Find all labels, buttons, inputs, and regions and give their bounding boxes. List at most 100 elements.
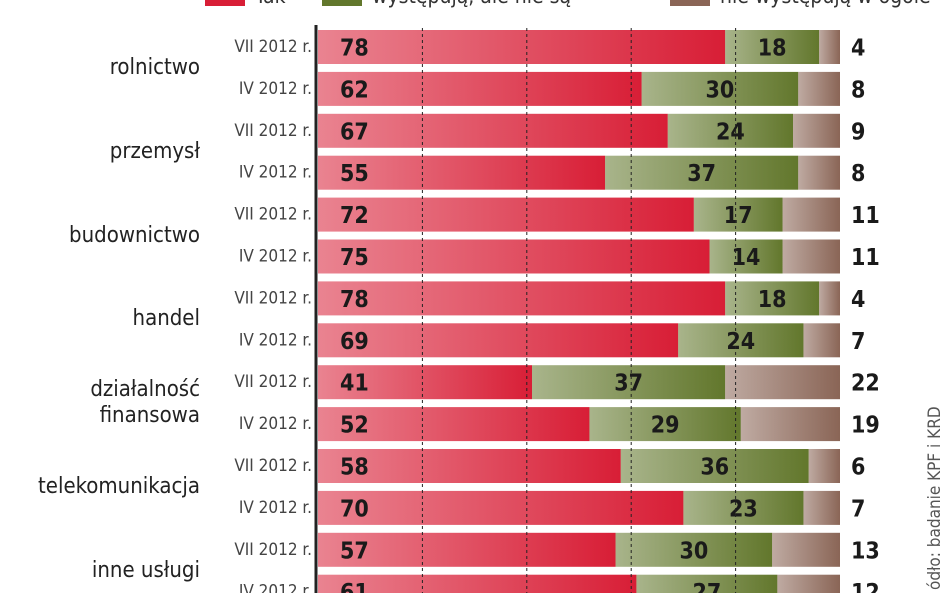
period-label: IV 2012 r.: [239, 498, 312, 518]
bar-segment: [318, 71, 642, 106]
value-label: 4: [851, 287, 865, 313]
bar-segment: [318, 155, 606, 190]
period-label: VII 2012 r.: [234, 121, 312, 141]
value-label: 30: [706, 77, 735, 103]
value-label: 22: [851, 371, 880, 397]
legend-swatch: [322, 0, 362, 6]
value-label: 9: [851, 119, 865, 145]
bar-segment: [318, 532, 616, 567]
value-label: 24: [726, 329, 755, 355]
legend-label: Tak: [254, 0, 286, 8]
bar-segment: [318, 197, 694, 232]
bar-segment: [589, 407, 741, 442]
value-label: 12: [851, 580, 880, 593]
value-label: 75: [340, 245, 369, 271]
bar-segment: [636, 574, 778, 593]
value-label: 11: [851, 245, 880, 271]
value-label: 19: [851, 413, 880, 439]
value-label: 67: [340, 119, 369, 145]
group-label: budownictwo: [69, 222, 200, 248]
bar-segment: [318, 281, 726, 316]
value-label: 52: [340, 413, 369, 439]
value-label: 14: [732, 245, 761, 271]
value-label: 18: [758, 36, 787, 62]
group-label: telekomunikacja: [38, 473, 200, 499]
period-label: VII 2012 r.: [234, 37, 312, 57]
value-label: 8: [851, 77, 865, 103]
value-label: 41: [340, 371, 369, 397]
group-label: handel: [132, 306, 200, 332]
bar-segment: [793, 113, 840, 148]
value-label: 6: [851, 455, 865, 481]
bar-segment: [318, 449, 621, 483]
legend-label: występują, ale nie są: [372, 0, 571, 8]
bar-segment: [615, 532, 773, 567]
bar-segment: [693, 197, 783, 232]
value-label: 37: [687, 161, 716, 187]
value-label: 72: [340, 203, 369, 229]
group-label: przemysł: [109, 138, 200, 164]
legend-swatch: [205, 0, 245, 6]
bar-segment: [683, 490, 804, 525]
bar-segment: [777, 574, 840, 593]
period-label: VII 2012 r.: [234, 540, 312, 560]
bar-segment: [318, 490, 684, 525]
bar-segment: [808, 449, 840, 483]
legend-swatch: [670, 0, 710, 6]
value-label: 62: [340, 77, 369, 103]
value-label: 7: [851, 496, 865, 522]
bar-segment: [318, 30, 726, 64]
bar-segment: [798, 71, 840, 106]
bar-segment: [725, 281, 820, 316]
value-label: 8: [851, 161, 865, 187]
period-label: IV 2012 r.: [239, 163, 312, 183]
bar-segment: [725, 365, 840, 400]
source: ódło: badanie KPF i KRD: [925, 406, 945, 590]
period-label: VII 2012 r.: [234, 205, 312, 225]
value-label: 17: [724, 203, 753, 229]
bar-segment: [819, 281, 840, 316]
period-label: IV 2012 r.: [239, 582, 312, 593]
value-label: 24: [716, 119, 745, 145]
period-label: IV 2012 r.: [239, 247, 312, 267]
period-label: VII 2012 r.: [234, 456, 312, 476]
value-label: 27: [692, 580, 721, 593]
bar-segment: [803, 323, 840, 358]
value-label: 61: [340, 580, 369, 593]
bar-segment: [782, 239, 840, 274]
value-label: 23: [729, 496, 758, 522]
bar-segment: [678, 323, 804, 358]
group-label: inne usługi: [91, 557, 200, 583]
value-label: 78: [340, 287, 369, 313]
bar-segment: [725, 30, 820, 64]
bar-segment: [667, 113, 794, 148]
value-label: 7: [851, 329, 865, 355]
bar-segment: [709, 239, 783, 274]
bar-segment: [772, 532, 840, 567]
value-label: 78: [340, 36, 369, 62]
value-label: 4: [851, 36, 865, 62]
value-label: 36: [700, 455, 729, 481]
bar-segment: [532, 365, 726, 400]
bar-segment: [318, 574, 637, 593]
group-label: rolnictwo: [109, 54, 200, 80]
value-label: 30: [679, 538, 708, 564]
value-label: 29: [651, 413, 680, 439]
bar-segment: [620, 449, 809, 483]
legend-label: nie występują w ogóle: [720, 0, 931, 8]
bar-segment: [641, 71, 799, 106]
bar-segment: [318, 239, 710, 274]
bar-segment: [318, 365, 533, 400]
bar-segment: [318, 407, 590, 442]
value-label: 57: [340, 538, 369, 564]
period-label: IV 2012 r.: [239, 79, 312, 99]
bar-segment: [318, 323, 679, 358]
bar-segment: [819, 30, 840, 64]
period-label: VII 2012 r.: [234, 288, 312, 308]
period-label: IV 2012 r.: [239, 414, 312, 434]
bar-segment: [318, 113, 668, 148]
value-label: 37: [614, 371, 643, 397]
value-label: 11: [851, 203, 880, 229]
